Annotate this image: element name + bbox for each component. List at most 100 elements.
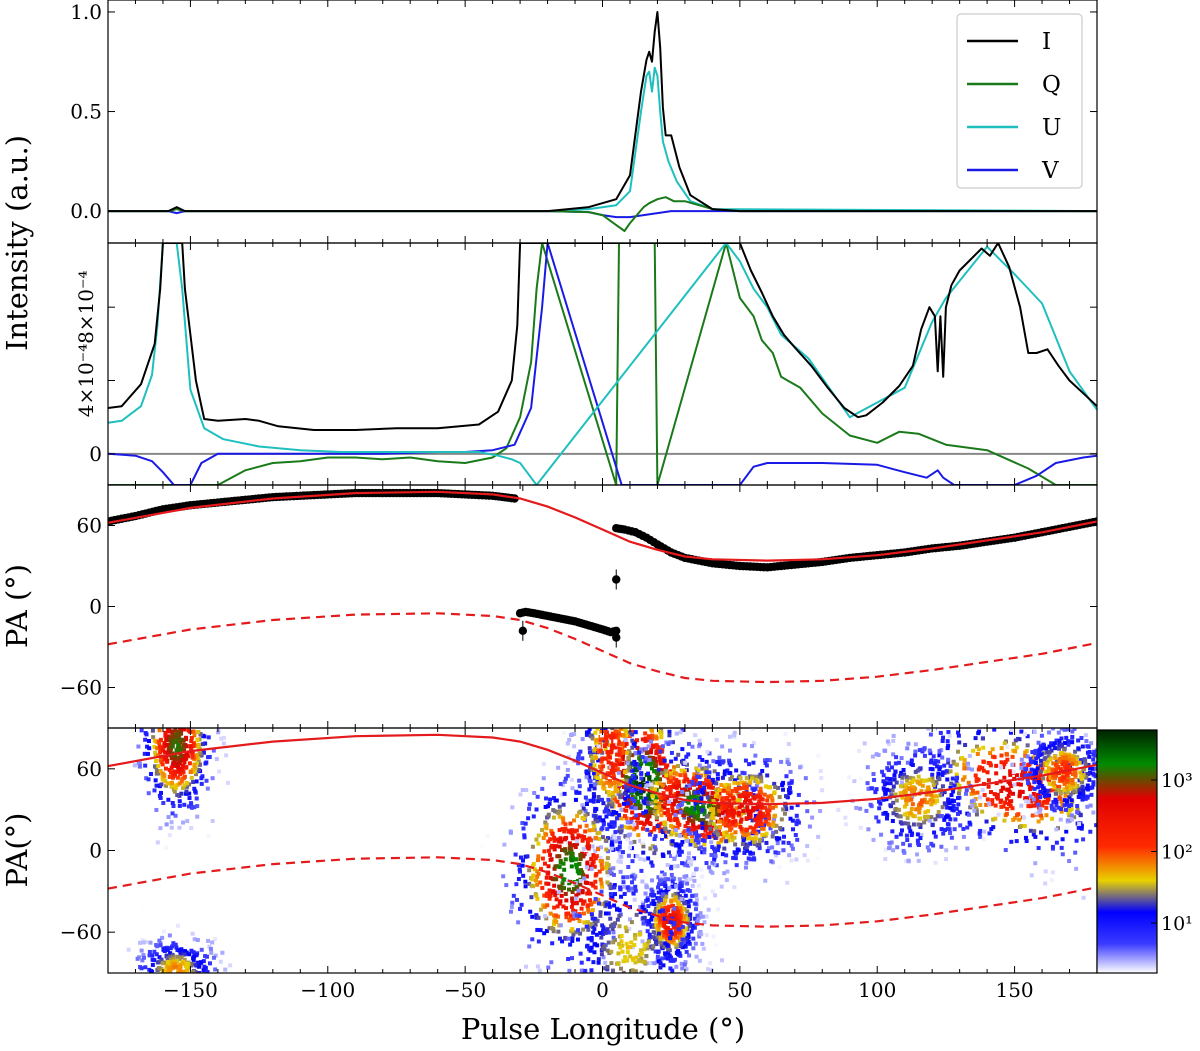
density-pixel — [985, 770, 990, 775]
density-pixel — [706, 832, 711, 837]
density-pixel — [518, 869, 523, 874]
density-pixel — [759, 779, 764, 784]
density-pixel — [768, 826, 773, 831]
density-pixel — [587, 898, 592, 903]
density-pixel — [175, 958, 180, 963]
density-pixel — [961, 834, 966, 839]
density-pixel — [578, 882, 583, 887]
density-pixel — [758, 810, 763, 815]
density-pixel — [571, 813, 576, 818]
density-pixel — [663, 918, 668, 923]
density-pixel — [605, 870, 610, 875]
density-pixel — [760, 832, 765, 837]
density-pixel — [741, 832, 746, 837]
density-pixel — [785, 880, 790, 885]
density-pixel — [787, 781, 792, 786]
density-pixel — [582, 876, 587, 881]
density-pixel — [735, 847, 740, 852]
density-pixel — [881, 786, 886, 791]
density-pixel — [751, 856, 756, 861]
profile-line-U — [108, 66, 1097, 213]
density-pixel — [609, 820, 614, 825]
density-pixel — [982, 829, 987, 834]
density-pixel — [564, 915, 569, 920]
density-pixel — [645, 946, 650, 951]
density-pixel — [604, 847, 609, 852]
density-pixel — [577, 810, 582, 815]
density-pixel — [664, 773, 669, 778]
density-pixel — [1035, 792, 1040, 797]
density-pixel — [969, 791, 974, 796]
density-pixel — [575, 836, 580, 841]
density-pixel — [725, 768, 730, 773]
density-pixel — [994, 795, 999, 800]
density-pixel — [752, 828, 757, 833]
density-pixel — [591, 796, 596, 801]
density-pixel — [607, 743, 612, 748]
density-pixel — [593, 814, 598, 819]
density-pixel — [557, 844, 562, 849]
density-pixel — [740, 842, 745, 847]
density-pixel — [570, 833, 575, 838]
density-pixel — [221, 741, 226, 746]
density-pixel — [584, 802, 589, 807]
density-pixel — [795, 837, 800, 842]
density-pixel — [589, 881, 594, 886]
density-pixel — [564, 851, 569, 856]
density-pixel — [952, 783, 957, 788]
density-pixel — [714, 829, 719, 834]
density-pixel — [153, 750, 158, 755]
density-pixel — [898, 784, 903, 789]
density-pixel — [625, 885, 630, 890]
density-pixel — [614, 733, 619, 738]
density-pixel — [641, 850, 646, 855]
density-pixel — [980, 809, 985, 814]
density-pixel — [938, 730, 943, 735]
density-pixel — [606, 911, 611, 916]
density-pixel — [729, 804, 734, 809]
density-pixel — [137, 764, 142, 769]
density-pixel — [611, 734, 616, 739]
density-pixel — [650, 878, 655, 883]
density-pixel — [981, 836, 986, 841]
density-pixel — [600, 929, 605, 934]
density-pixel — [625, 761, 630, 766]
density-pixel — [619, 816, 624, 821]
density-pixel — [973, 773, 978, 778]
density-pixel — [659, 806, 664, 811]
density-pixel — [996, 812, 1001, 817]
density-pixel — [571, 932, 576, 937]
density-pixel — [625, 788, 630, 793]
density-pixel — [952, 827, 957, 832]
density-pixel — [686, 741, 691, 746]
density-pixel — [948, 830, 953, 835]
density-pixel — [573, 909, 578, 914]
density-pixel — [652, 961, 657, 966]
density-pixel — [579, 868, 584, 873]
density-pixel — [763, 813, 768, 818]
density-pixel — [616, 835, 621, 840]
density-pixel — [678, 810, 683, 815]
density-pixel — [570, 938, 575, 943]
density-pixel — [657, 920, 662, 925]
density-pixel — [696, 790, 701, 795]
density-pixel — [548, 893, 553, 898]
density-pixel — [617, 941, 622, 946]
density-pixel — [667, 904, 672, 909]
density-pixel — [699, 932, 704, 937]
density-pixel — [1024, 799, 1029, 804]
density-pixel — [679, 941, 684, 946]
density-pixel — [669, 759, 674, 764]
density-pixel — [933, 761, 938, 766]
density-pixel — [656, 809, 661, 814]
density-pixel — [916, 858, 921, 863]
density-pixel — [702, 808, 707, 813]
density-pixel — [720, 744, 725, 749]
density-pixel — [154, 768, 159, 773]
density-pixel — [576, 755, 581, 760]
density-pixel — [693, 842, 698, 847]
density-pixel — [575, 813, 580, 818]
density-pixel — [720, 852, 725, 857]
density-pixel — [948, 817, 953, 822]
density-pixel — [970, 767, 975, 772]
